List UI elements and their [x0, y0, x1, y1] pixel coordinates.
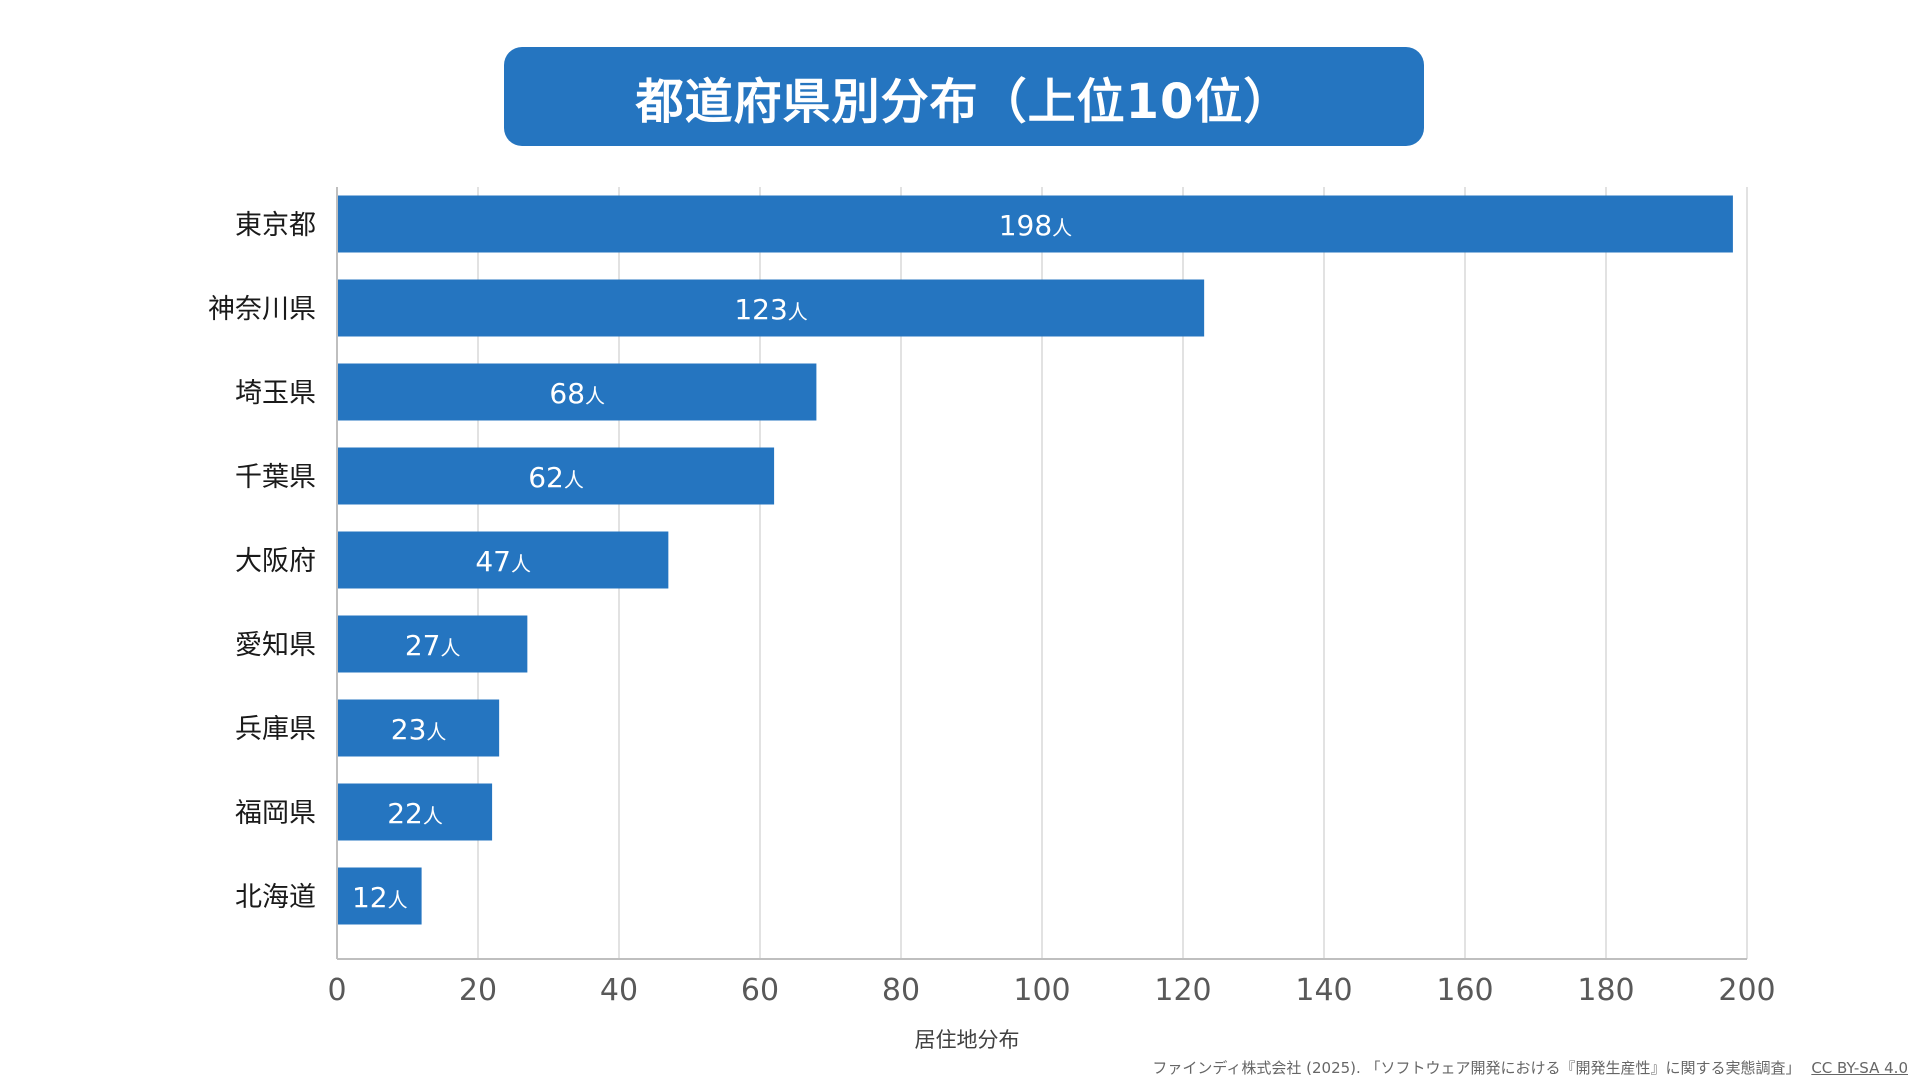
data-label: 68人	[549, 377, 605, 410]
license-link[interactable]: CC BY-SA 4.0	[1811, 1059, 1908, 1077]
x-axis-title: 居住地分布	[915, 1028, 1020, 1052]
category-label: 埼玉県	[235, 378, 316, 409]
category-label: 福岡県	[235, 798, 316, 829]
x-tick-label: 40	[600, 973, 638, 1008]
bar	[338, 531, 669, 589]
data-label: 23人	[391, 713, 447, 746]
category-label: 神奈川県	[208, 294, 316, 325]
x-tick-label: 140	[1295, 973, 1352, 1008]
citation-text: ファインディ株式会社 (2025). 「ソフトウェア開発における『開発生産性』に…	[1152, 1059, 1801, 1077]
x-tick-label: 80	[882, 973, 920, 1008]
chart-title: 都道府県別分布（上位10位）	[635, 73, 1293, 130]
category-label: 大阪府	[235, 546, 316, 577]
bar	[338, 447, 775, 505]
data-label: 22人	[387, 797, 443, 830]
x-tick-label: 200	[1718, 973, 1775, 1008]
citation: ファインディ株式会社 (2025). 「ソフトウェア開発における『開発生産性』に…	[1152, 1057, 1908, 1078]
data-label: 12人	[352, 881, 408, 914]
category-label: 愛知県	[235, 630, 316, 661]
data-label: 27人	[405, 629, 461, 662]
x-tick-label: 20	[459, 973, 497, 1008]
chart-title-banner: 都道府県別分布（上位10位）	[504, 47, 1424, 146]
bar	[338, 279, 1205, 337]
bar	[338, 363, 817, 421]
data-label: 47人	[475, 545, 531, 578]
x-tick-label: 0	[327, 973, 346, 1008]
x-tick-label: 160	[1436, 973, 1493, 1008]
data-label: 123人	[734, 293, 807, 326]
category-label: 東京都	[235, 210, 316, 241]
bar	[338, 783, 493, 841]
bar	[338, 699, 500, 757]
x-tick-label: 180	[1577, 973, 1634, 1008]
data-label: 62人	[528, 461, 584, 494]
x-tick-label: 120	[1154, 973, 1211, 1008]
category-label: 千葉県	[235, 462, 316, 493]
bar	[338, 195, 1733, 253]
bar	[338, 867, 422, 925]
x-tick-label: 100	[1013, 973, 1070, 1008]
bar	[338, 615, 528, 673]
category-label: 兵庫県	[235, 714, 316, 745]
data-label: 198人	[999, 209, 1072, 242]
x-tick-label: 60	[741, 973, 779, 1008]
category-label: 北海道	[235, 882, 316, 913]
